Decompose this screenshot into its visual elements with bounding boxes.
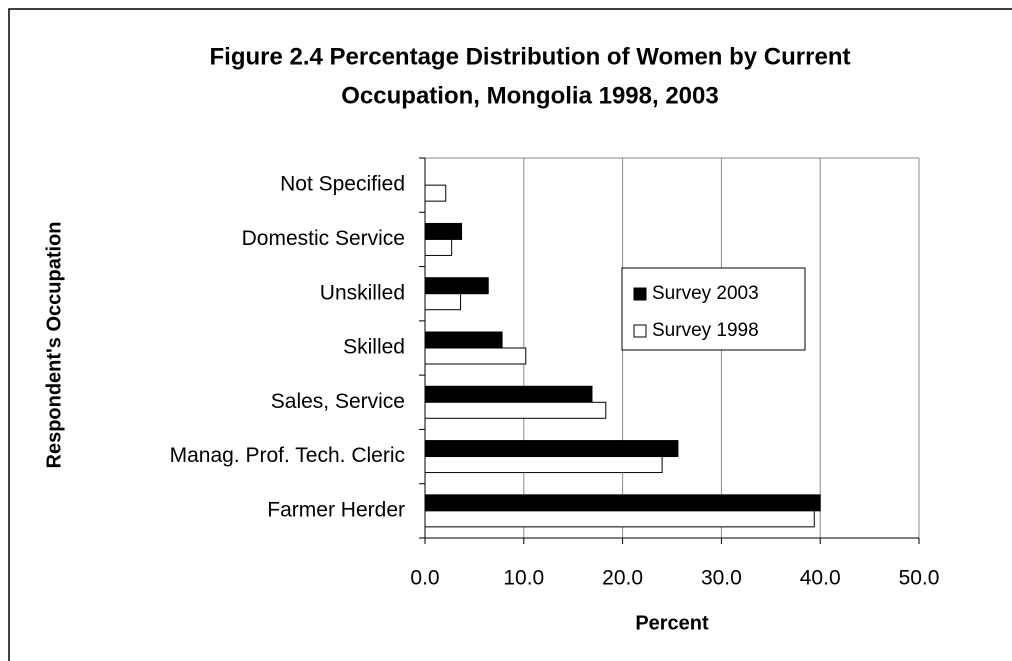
legend-swatch	[633, 324, 647, 338]
bar	[424, 184, 447, 202]
bar	[424, 238, 453, 256]
x-axis-label: Percent	[635, 612, 709, 634]
y-tick-label: Not Specified	[280, 173, 405, 196]
bar	[424, 347, 527, 365]
x-tick-label: 20.0	[602, 567, 643, 590]
bar	[424, 401, 607, 419]
x-tick-label: 50.0	[899, 567, 940, 590]
legend-label: Survey 1998	[652, 320, 759, 341]
bar	[424, 293, 462, 311]
bar	[424, 440, 679, 458]
bar	[424, 331, 503, 349]
y-tick-label: Domestic Service	[242, 227, 405, 250]
bar	[424, 510, 815, 528]
bar	[424, 385, 593, 403]
bar	[424, 277, 489, 295]
x-tick-label: 30.0	[701, 567, 742, 590]
chart-title: Occupation, Mongolia 1998, 2003	[341, 82, 718, 109]
legend-swatch	[633, 287, 647, 301]
y-axis-label: Respondent's Occupation	[43, 221, 65, 468]
bar	[424, 494, 821, 512]
x-tick-label: 10.0	[503, 567, 544, 590]
y-tick-label: Farmer Herder	[267, 498, 405, 521]
x-tick-label: 0.0	[410, 567, 439, 590]
chart-title: Figure 2.4 Percentage Distribution of Wo…	[210, 43, 851, 70]
bar	[424, 222, 463, 240]
legend-box	[621, 267, 806, 351]
legend-label: Survey 2003	[652, 283, 759, 304]
y-tick-label: Manag. Prof. Tech. Cleric	[170, 444, 405, 467]
y-tick-label: Sales, Service	[271, 390, 405, 413]
y-tick-label: Skilled	[343, 336, 405, 359]
bar	[424, 456, 663, 474]
x-tick-label: 40.0	[800, 567, 841, 590]
frame	[8, 8, 1012, 661]
y-tick-label: Unskilled	[320, 281, 405, 304]
